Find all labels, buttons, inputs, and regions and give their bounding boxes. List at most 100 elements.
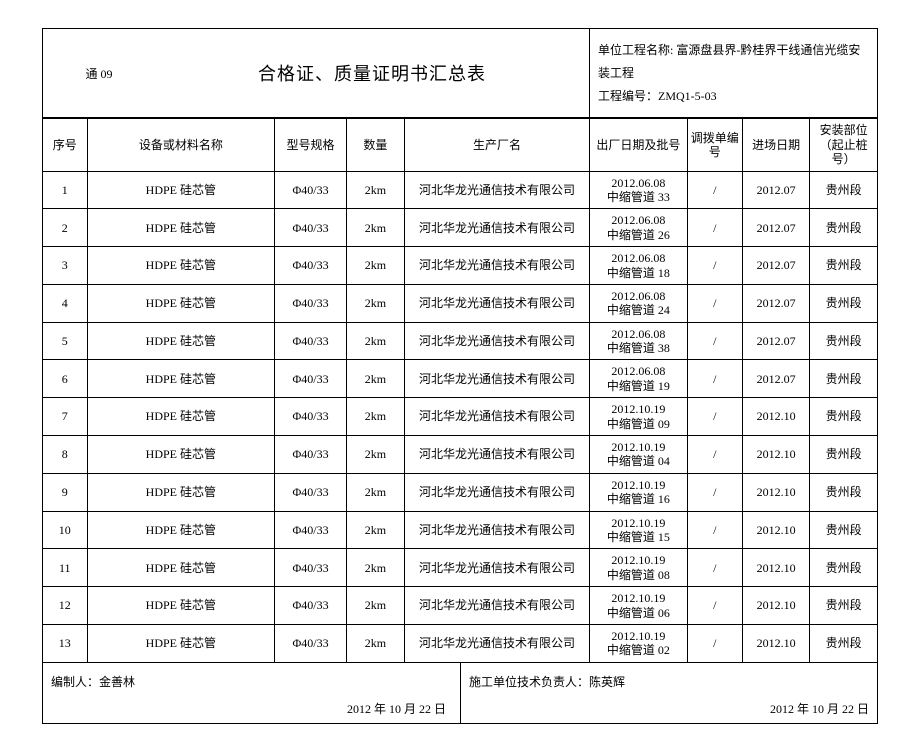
cell-date: 2012.10 xyxy=(743,624,810,661)
cell-seq: 13 xyxy=(43,624,87,661)
cell-qty: 2km xyxy=(346,549,404,587)
cell-seq: 1 xyxy=(43,171,87,209)
table-row: 8HDPE 硅芯管Φ40/332km河北华龙光通信技术有限公司2012.10.1… xyxy=(43,436,877,474)
project-info: 单位工程名称: 富源盘县界-黔桂界干线通信光缆安装工程 工程编号：ZMQ1-5-… xyxy=(589,29,877,117)
col-mfg: 生产厂名 xyxy=(404,119,589,171)
cell-mfg: 河北华龙光通信技术有限公司 xyxy=(404,624,589,661)
cell-qty: 2km xyxy=(346,511,404,549)
cell-mfg: 河北华龙光通信技术有限公司 xyxy=(404,473,589,511)
cell-name: HDPE 硅芯管 xyxy=(87,624,275,661)
cell-seq: 4 xyxy=(43,284,87,322)
col-seq: 序号 xyxy=(43,119,87,171)
col-name: 设备或材料名称 xyxy=(87,119,275,171)
cell-spec: Φ40/33 xyxy=(275,473,347,511)
table-row: 12HDPE 硅芯管Φ40/332km河北华龙光通信技术有限公司2012.10.… xyxy=(43,587,877,625)
col-date: 进场日期 xyxy=(743,119,810,171)
cell-pos: 贵州段 xyxy=(810,247,877,285)
cell-date: 2012.07 xyxy=(743,360,810,398)
cell-alloc: / xyxy=(687,247,743,285)
cell-batch: 2012.06.08中缩管道 24 xyxy=(590,284,687,322)
cell-date: 2012.10 xyxy=(743,398,810,436)
tech-name: 陈英辉 xyxy=(589,675,625,689)
compiler-label: 编制人： xyxy=(51,675,99,689)
table-body: 1HDPE 硅芯管Φ40/332km河北华龙光通信技术有限公司2012.06.0… xyxy=(43,171,877,662)
cell-seq: 7 xyxy=(43,398,87,436)
cell-alloc: / xyxy=(687,549,743,587)
table-row: 5HDPE 硅芯管Φ40/332km河北华龙光通信技术有限公司2012.06.0… xyxy=(43,322,877,360)
cell-batch: 2012.06.08中缩管道 19 xyxy=(590,360,687,398)
cell-pos: 贵州段 xyxy=(810,511,877,549)
cell-seq: 12 xyxy=(43,587,87,625)
cell-name: HDPE 硅芯管 xyxy=(87,247,275,285)
cell-spec: Φ40/33 xyxy=(275,624,347,661)
cell-name: HDPE 硅芯管 xyxy=(87,473,275,511)
cell-name: HDPE 硅芯管 xyxy=(87,284,275,322)
cell-qty: 2km xyxy=(346,587,404,625)
table-row: 13HDPE 硅芯管Φ40/332km河北华龙光通信技术有限公司2012.10.… xyxy=(43,624,877,661)
cell-qty: 2km xyxy=(346,360,404,398)
project-no: ZMQ1-5-03 xyxy=(658,89,717,103)
table-header-row: 序号 设备或材料名称 型号规格 数量 生产厂名 出厂日期及批号 调拨单编号 进场… xyxy=(43,119,877,171)
cell-spec: Φ40/33 xyxy=(275,247,347,285)
tech-label: 施工单位技术负责人： xyxy=(469,675,589,689)
cell-alloc: / xyxy=(687,322,743,360)
cell-spec: Φ40/33 xyxy=(275,284,347,322)
cell-mfg: 河北华龙光通信技术有限公司 xyxy=(404,398,589,436)
cell-name: HDPE 硅芯管 xyxy=(87,171,275,209)
document-frame: 通 09 合格证、质量证明书汇总表 单位工程名称: 富源盘县界-黔桂界干线通信光… xyxy=(42,28,878,724)
cell-date: 2012.10 xyxy=(743,549,810,587)
cell-date: 2012.07 xyxy=(743,322,810,360)
cell-mfg: 河北华龙光通信技术有限公司 xyxy=(404,284,589,322)
cell-mfg: 河北华龙光通信技术有限公司 xyxy=(404,587,589,625)
project-no-label: 工程编号： xyxy=(598,89,658,103)
cell-date: 2012.10 xyxy=(743,473,810,511)
col-batch: 出厂日期及批号 xyxy=(590,119,687,171)
cell-seq: 5 xyxy=(43,322,87,360)
cell-pos: 贵州段 xyxy=(810,360,877,398)
cell-pos: 贵州段 xyxy=(810,436,877,474)
cell-batch: 2012.06.08中缩管道 18 xyxy=(590,247,687,285)
cell-name: HDPE 硅芯管 xyxy=(87,360,275,398)
cell-batch: 2012.06.08中缩管道 38 xyxy=(590,322,687,360)
cell-spec: Φ40/33 xyxy=(275,436,347,474)
cell-qty: 2km xyxy=(346,209,404,247)
cell-alloc: / xyxy=(687,209,743,247)
header-row: 通 09 合格证、质量证明书汇总表 单位工程名称: 富源盘县界-黔桂界干线通信光… xyxy=(43,29,877,118)
cell-qty: 2km xyxy=(346,624,404,661)
cell-spec: Φ40/33 xyxy=(275,360,347,398)
cell-alloc: / xyxy=(687,624,743,661)
cell-pos: 贵州段 xyxy=(810,473,877,511)
cell-batch: 2012.06.08中缩管道 33 xyxy=(590,171,687,209)
cell-date: 2012.10 xyxy=(743,587,810,625)
table-row: 10HDPE 硅芯管Φ40/332km河北华龙光通信技术有限公司2012.10.… xyxy=(43,511,877,549)
cell-date: 2012.07 xyxy=(743,284,810,322)
cell-qty: 2km xyxy=(346,171,404,209)
cell-name: HDPE 硅芯管 xyxy=(87,322,275,360)
footer-left: 编制人：金善林 2012 年 10 月 22 日 xyxy=(43,663,460,723)
cell-mfg: 河北华龙光通信技术有限公司 xyxy=(404,322,589,360)
cell-mfg: 河北华龙光通信技术有限公司 xyxy=(404,511,589,549)
cell-spec: Φ40/33 xyxy=(275,209,347,247)
table-row: 1HDPE 硅芯管Φ40/332km河北华龙光通信技术有限公司2012.06.0… xyxy=(43,171,877,209)
compiler-name: 金善林 xyxy=(99,675,135,689)
table-row: 7HDPE 硅芯管Φ40/332km河北华龙光通信技术有限公司2012.10.1… xyxy=(43,398,877,436)
cell-qty: 2km xyxy=(346,473,404,511)
table-row: 2HDPE 硅芯管Φ40/332km河北华龙光通信技术有限公司2012.06.0… xyxy=(43,209,877,247)
cell-name: HDPE 硅芯管 xyxy=(87,436,275,474)
cell-pos: 贵州段 xyxy=(810,624,877,661)
cell-seq: 3 xyxy=(43,247,87,285)
cell-seq: 9 xyxy=(43,473,87,511)
cell-mfg: 河北华龙光通信技术有限公司 xyxy=(404,171,589,209)
cell-alloc: / xyxy=(687,587,743,625)
cell-pos: 贵州段 xyxy=(810,549,877,587)
footer-row: 编制人：金善林 2012 年 10 月 22 日 施工单位技术负责人：陈英辉 2… xyxy=(43,662,877,723)
cell-spec: Φ40/33 xyxy=(275,322,347,360)
cell-batch: 2012.10.19中缩管道 02 xyxy=(590,624,687,661)
cell-mfg: 河北华龙光通信技术有限公司 xyxy=(404,209,589,247)
cell-seq: 10 xyxy=(43,511,87,549)
cell-seq: 2 xyxy=(43,209,87,247)
cell-mfg: 河北华龙光通信技术有限公司 xyxy=(404,436,589,474)
col-alloc: 调拨单编号 xyxy=(687,119,743,171)
cell-pos: 贵州段 xyxy=(810,171,877,209)
cell-batch: 2012.10.19中缩管道 04 xyxy=(590,436,687,474)
